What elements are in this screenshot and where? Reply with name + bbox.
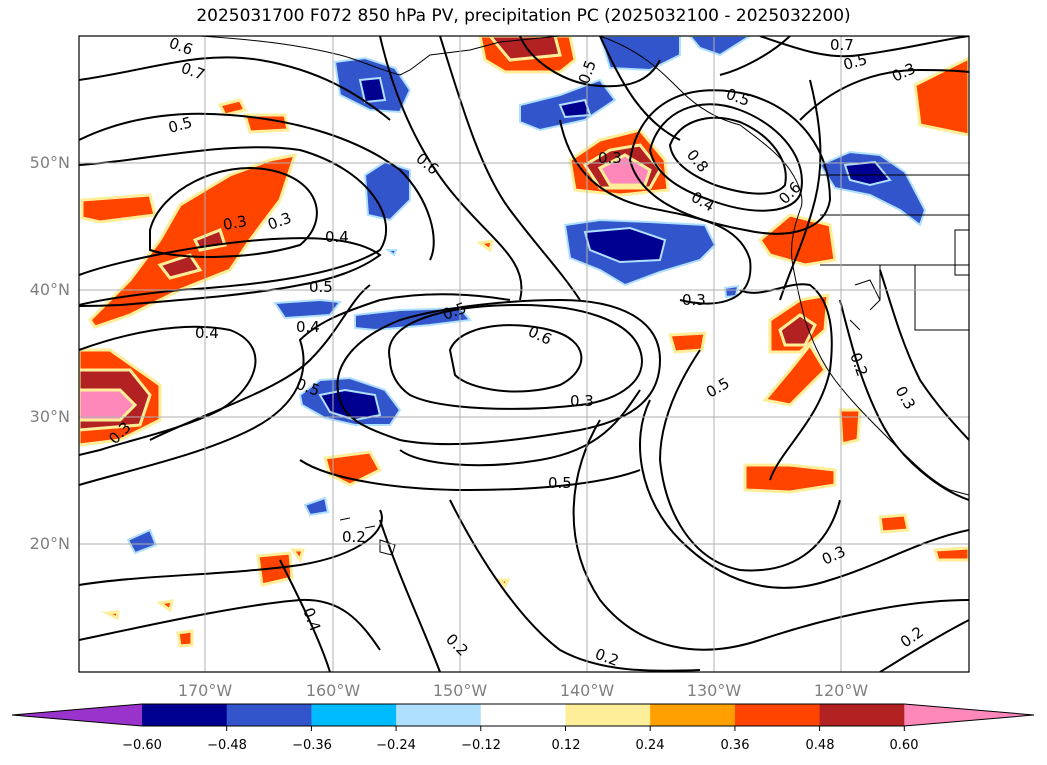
colorbar-tick-label: −0.36 (292, 738, 332, 753)
lon-label-170w: 170°W (177, 681, 233, 700)
contour-label: 0.4 (296, 318, 320, 336)
colorbar-outline (11, 703, 1035, 727)
lat-label-20n: 20°N (29, 534, 70, 553)
colorbar-tick-label: 0.12 (551, 738, 581, 753)
colorbar-tick-label: 0.48 (805, 738, 835, 753)
pv-contours (79, 36, 969, 672)
contour-label: 0.5 (841, 50, 869, 74)
colorbar (11, 703, 1035, 731)
map-title: 2025031700 F072 850 hPa PV, precipitatio… (196, 6, 851, 26)
contour-label: 0.5 (548, 474, 572, 492)
colorbar-bin (480, 704, 566, 726)
colorbar-bin (311, 704, 397, 726)
lat-label-40n: 40°N (29, 280, 70, 299)
negative-precip-shading (126, 36, 927, 555)
colorbar-bin (650, 704, 736, 726)
colorbar-tick-label: −0.48 (207, 738, 247, 753)
contour-label: 0.3 (598, 149, 622, 167)
contour-label: 0.3 (682, 291, 706, 309)
lat-label-50n: 50°N (29, 153, 70, 172)
lon-label-130w: 130°W (686, 681, 742, 700)
map-frame (78, 35, 970, 673)
contour-label: 0.5 (166, 113, 194, 137)
lon-label-140w: 140°W (559, 681, 615, 700)
contour-label: 0.3 (570, 392, 594, 410)
contour-label: 0.6 (167, 34, 196, 59)
colorbar-tick-label: −0.60 (122, 738, 162, 753)
contour-labels: 0.70.60.50.70.5 0.30.50.6 0.3 0.80.40.3 0.30… (105, 34, 927, 670)
colorbar-bin (226, 704, 312, 726)
colorbar-bin (142, 704, 228, 726)
lon-label-150w: 150°W (432, 681, 488, 700)
graticule (79, 36, 969, 672)
contour-label: 0.5 (309, 278, 333, 296)
lon-label-120w: 120°W (813, 681, 869, 700)
colorbar-tick-label: 0.60 (889, 738, 919, 753)
lat-label-30n: 30°N (29, 407, 70, 426)
contour-label: 0.4 (325, 228, 349, 246)
colorbar-bin (819, 704, 905, 726)
contour-label: 0.7 (830, 36, 854, 54)
contour-label: 0.2 (342, 528, 366, 546)
lon-label-160w: 160°W (305, 681, 361, 700)
colorbar-bin (565, 704, 651, 726)
colorbar-extend-high (904, 704, 1034, 726)
contour-label: 0.4 (195, 324, 219, 342)
colorbar-extend-low (12, 704, 142, 726)
colorbar-bin (396, 704, 482, 726)
map-field: 0.70.60.50.70.5 0.30.50.6 0.3 0.80.40.3 0.30… (79, 34, 969, 672)
colorbar-tick-label: 0.36 (720, 738, 750, 753)
colorbar-tick-label: 0.24 (635, 738, 665, 753)
colorbar-bin (734, 704, 821, 726)
colorbar-tick-label: −0.24 (376, 738, 416, 753)
contour-label: 0.3 (222, 212, 249, 234)
colorbar-tick-label: −0.12 (461, 738, 501, 753)
